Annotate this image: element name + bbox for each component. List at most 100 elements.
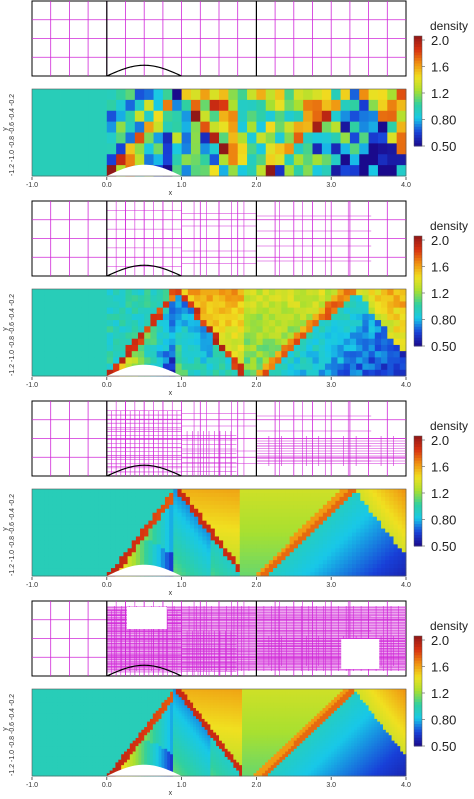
density-cell: [135, 516, 141, 522]
density-cell: [44, 564, 50, 569]
density-cell: [260, 520, 266, 525]
density-cell: [109, 721, 113, 725]
colorbar-segment: [414, 469, 422, 473]
density-cell: [318, 508, 324, 514]
density-cell: [132, 705, 136, 709]
density-cell: [95, 705, 99, 709]
density-cell: [239, 568, 245, 573]
density-cell: [46, 748, 50, 752]
density-cell: [281, 516, 286, 522]
density-cell: [89, 710, 93, 714]
density-cell: [97, 121, 108, 133]
colorbar-segment: [414, 137, 422, 141]
density-cell: [268, 560, 274, 565]
density-cell: [381, 326, 388, 333]
density-cell: [144, 536, 149, 541]
density-cell: [360, 568, 365, 573]
density-cell: [302, 504, 307, 510]
density-cell: [200, 307, 207, 315]
density-cell: [132, 691, 136, 695]
density-cell: [177, 496, 182, 502]
density-cell: [109, 694, 113, 698]
density-cell: [173, 520, 178, 525]
colorbar-segment: [414, 502, 422, 506]
density-cell: [368, 500, 374, 506]
density-cell: [86, 746, 90, 750]
density-cell: [385, 564, 390, 569]
density-cell: [60, 754, 65, 758]
density-cell: [63, 746, 67, 750]
colorbar-segment: [414, 49, 422, 53]
density-cell: [135, 489, 141, 494]
density-cell: [302, 564, 307, 569]
density-cell: [227, 540, 232, 545]
density-cell: [38, 289, 45, 296]
density-cell: [98, 568, 104, 573]
density-cell: [63, 767, 67, 771]
density-cell: [115, 520, 120, 525]
density-cell: [331, 496, 336, 502]
density-cell: [40, 516, 45, 522]
density-cell: [60, 121, 70, 133]
y-tick-label: -0.8: [9, 536, 16, 548]
density-cell: [198, 500, 203, 506]
density-cell: [34, 708, 39, 712]
density-cell: [97, 143, 108, 155]
density-cell: [56, 489, 62, 494]
density-cell: [115, 740, 119, 744]
density-cell: [356, 572, 361, 577]
density-cell: [214, 564, 220, 569]
density-cell: [372, 564, 378, 569]
density-cell: [397, 512, 403, 518]
density-cell: [140, 496, 145, 502]
density-cell: [118, 718, 122, 723]
density-cell: [98, 705, 102, 709]
density-cell: [275, 363, 282, 371]
density-cell: [110, 544, 116, 549]
density-cell: [86, 708, 90, 712]
density-cell: [63, 307, 70, 315]
density-cell: [162, 313, 170, 321]
density-cell: [60, 713, 65, 717]
density-cell: [356, 540, 361, 545]
density-cell: [356, 548, 361, 553]
density-cell: [69, 713, 73, 717]
density-cell: [125, 99, 136, 112]
density-cell: [98, 699, 102, 703]
density-cell: [248, 560, 253, 565]
density-cell: [200, 99, 211, 112]
density-cell: [156, 363, 164, 371]
density-cell: [40, 737, 44, 742]
density-cell: [185, 540, 191, 545]
density-cell: [101, 716, 105, 720]
density-cell: [252, 540, 257, 545]
density-cell: [250, 357, 257, 364]
density-cell: [69, 508, 74, 514]
density-cell: [32, 699, 36, 703]
density-cell: [106, 770, 111, 774]
density-cell: [339, 544, 345, 549]
density-cell: [347, 540, 353, 545]
density-cell: [189, 528, 195, 533]
density-cell: [46, 770, 50, 774]
density-cell: [293, 369, 301, 377]
density-cell: [335, 532, 340, 537]
density-cell: [94, 504, 99, 510]
density-cell: [248, 516, 253, 522]
density-cell: [88, 313, 95, 321]
density-cell: [389, 516, 394, 522]
density-cell: [121, 746, 125, 750]
density-cell: [343, 524, 349, 529]
density-cell: [132, 699, 136, 703]
density-cell: [239, 512, 245, 518]
density-cell: [150, 289, 158, 296]
density-cell: [40, 564, 45, 569]
density-cell: [198, 508, 203, 514]
density-cell: [281, 332, 288, 340]
density-cell: [32, 520, 37, 525]
density-cell: [60, 729, 65, 733]
density-cell: [36, 564, 41, 569]
density-cell: [131, 295, 139, 302]
colorbar-segment: [414, 537, 422, 541]
density-cell: [399, 338, 407, 346]
